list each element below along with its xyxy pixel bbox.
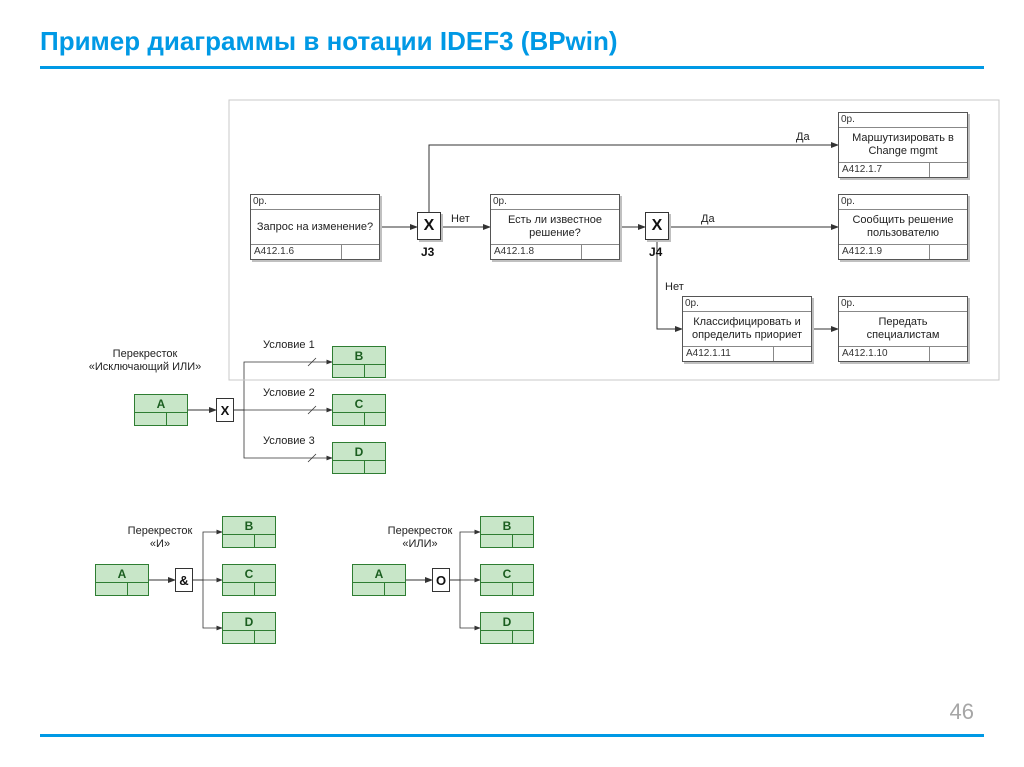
legend-node-B-1: B bbox=[222, 516, 276, 548]
legend-node-A-1: A bbox=[95, 564, 149, 596]
legend-junction-2: O bbox=[432, 568, 450, 592]
legend-node-C-1: C bbox=[222, 564, 276, 596]
legend-title-2: Перекресток«ИЛИ» bbox=[360, 525, 480, 551]
activity-a11: 0р.Классифицировать и определить приорие… bbox=[682, 296, 812, 362]
junction-J4: X bbox=[645, 212, 669, 240]
page-title: Пример диаграммы в нотации IDEF3 (BPwin) bbox=[40, 26, 618, 57]
legend-node-C-0: C bbox=[332, 394, 386, 426]
activity-a6: 0р.Запрос на изменение?A412.1.6 bbox=[250, 194, 380, 260]
edge-label: Да bbox=[700, 213, 716, 225]
legend-junction-1: & bbox=[175, 568, 193, 592]
legend-edge-label: Условие 1 bbox=[262, 339, 316, 351]
legend-node-D-2: D bbox=[480, 612, 534, 644]
legend-node-B-2: B bbox=[480, 516, 534, 548]
activity-a10: 0р.Передать специалистамA412.1.10 bbox=[838, 296, 968, 362]
legend-junction-0: X bbox=[216, 398, 234, 422]
legend-node-D-0: D bbox=[332, 442, 386, 474]
legend-edge-label: Условие 2 bbox=[262, 387, 316, 399]
legend-node-B-0: B bbox=[332, 346, 386, 378]
junction-label-J3: J3 bbox=[421, 245, 434, 259]
edge-label: Нет bbox=[450, 213, 471, 225]
edge-label: Нет bbox=[664, 281, 685, 293]
legend-title-1: Перекресток«И» bbox=[100, 525, 220, 551]
activity-a7: 0р.Маршутизировать в Change mgmtA412.1.7 bbox=[838, 112, 968, 178]
legend-node-A-2: A bbox=[352, 564, 406, 596]
wires-svg bbox=[0, 0, 1024, 767]
edge-label: Да bbox=[795, 131, 811, 143]
junction-J3: X bbox=[417, 212, 441, 240]
legend-node-A-0: A bbox=[134, 394, 188, 426]
legend-node-C-2: C bbox=[480, 564, 534, 596]
activity-a9: 0р.Сообщить решение пользователюA412.1.9 bbox=[838, 194, 968, 260]
activity-a8: 0р.Есть ли известное решение?A412.1.8 bbox=[490, 194, 620, 260]
diagram-canvas: 0р.Запрос на изменение?A412.1.6 0р.Есть л… bbox=[0, 0, 1024, 767]
rule-bottom bbox=[40, 734, 984, 737]
legend-node-D-1: D bbox=[222, 612, 276, 644]
page-number: 46 bbox=[950, 699, 974, 725]
junction-label-J4: J4 bbox=[649, 245, 662, 259]
rule-top bbox=[40, 66, 984, 69]
legend-edge-label: Условие 3 bbox=[262, 435, 316, 447]
legend-title-0: Перекресток«Исключающий ИЛИ» bbox=[85, 348, 205, 374]
